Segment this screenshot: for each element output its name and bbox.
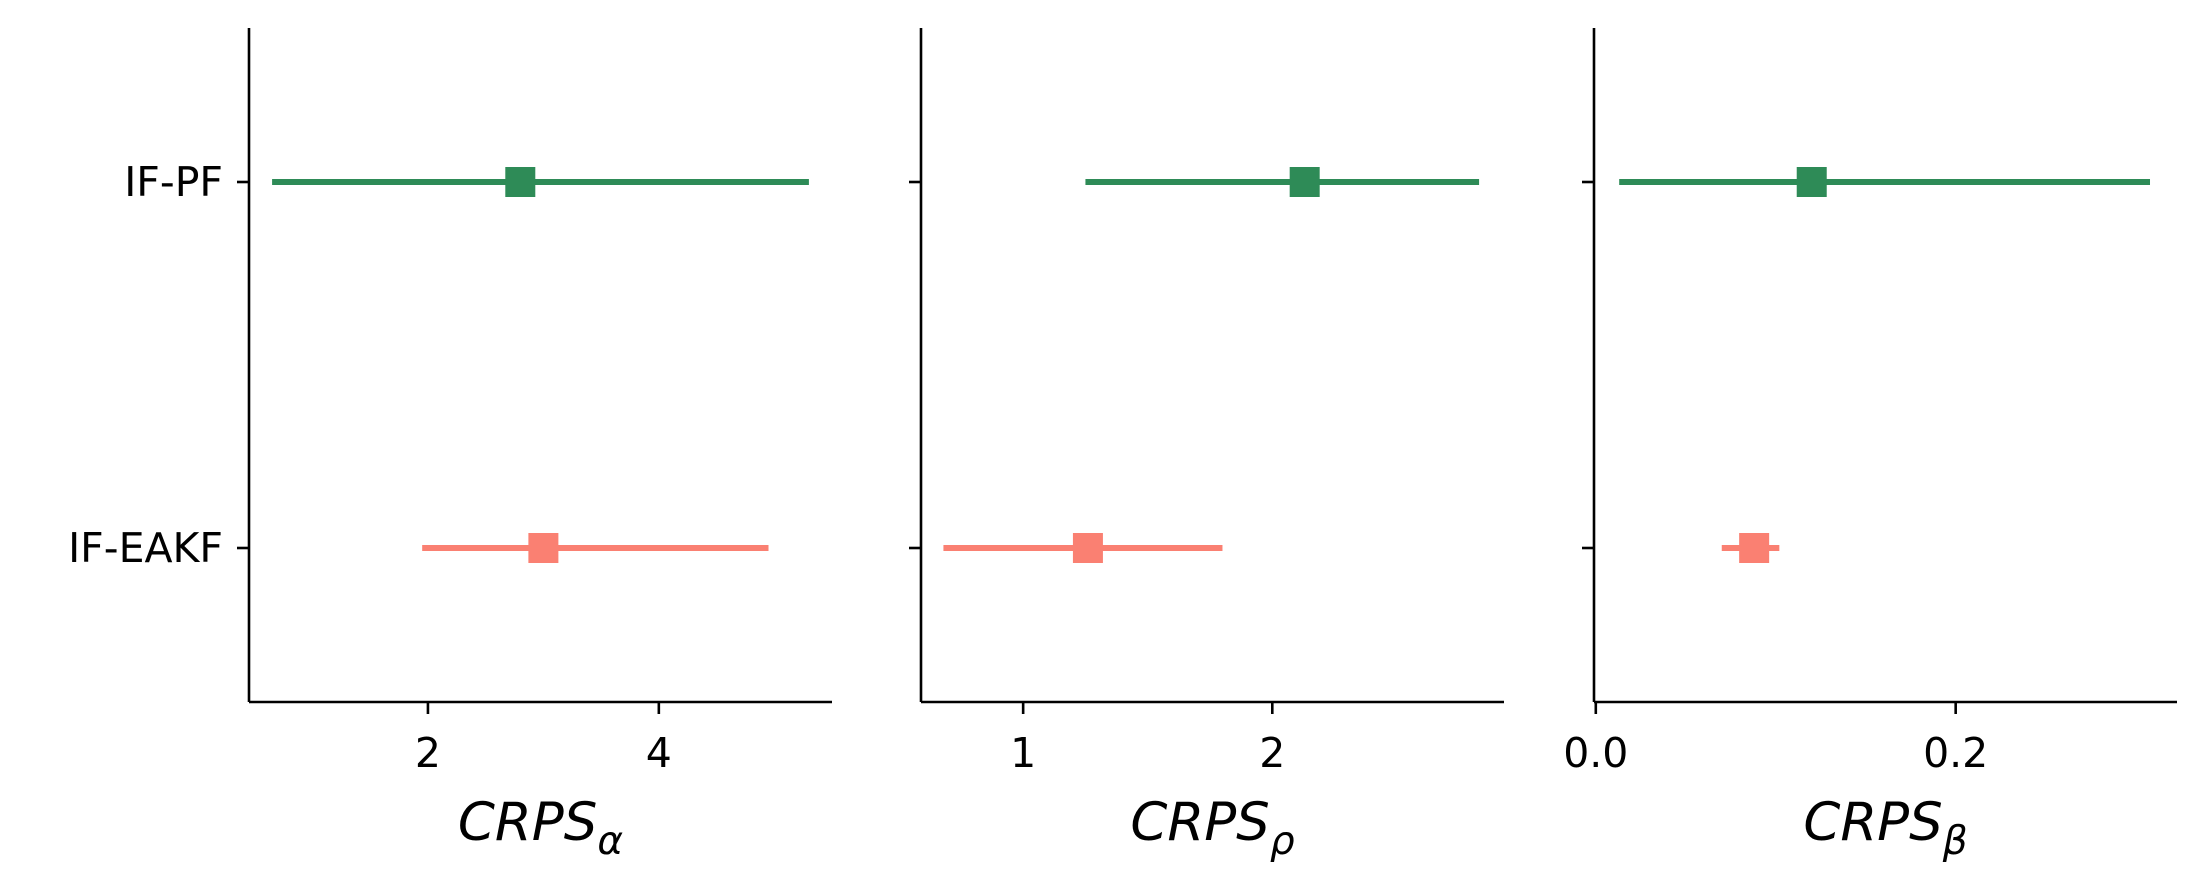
y-tick-label: IF-PF xyxy=(124,158,223,206)
y-tick-label: IF-EAKF xyxy=(68,524,223,572)
panel-3: 0.0 0.2 CRPSβ xyxy=(1563,28,2177,864)
x-tick-label: 2 xyxy=(1259,729,1285,777)
panel-2: 1 2 CRPSρ xyxy=(909,28,1504,864)
panel-1: IF-PF IF-EAKF 2 4 CRPSα xyxy=(68,28,832,864)
marker-if-pf xyxy=(505,167,536,197)
x-tick-label: 0.2 xyxy=(1923,729,1988,777)
marker-if-eakf xyxy=(1739,533,1770,563)
marker-if-pf xyxy=(1796,167,1827,197)
x-axis-label: CRPSβ xyxy=(1803,792,1967,864)
x-axis-label: CRPSρ xyxy=(1130,792,1294,864)
x-axis-label: CRPSα xyxy=(458,792,623,864)
marker-if-eakf xyxy=(1072,533,1103,563)
x-tick-label: 0.0 xyxy=(1563,729,1628,777)
x-tick-label: 2 xyxy=(415,729,441,777)
marker-if-eakf xyxy=(528,533,559,563)
x-tick-label: 4 xyxy=(646,729,672,777)
marker-if-pf xyxy=(1289,167,1320,197)
x-tick-label: 1 xyxy=(1010,729,1036,777)
